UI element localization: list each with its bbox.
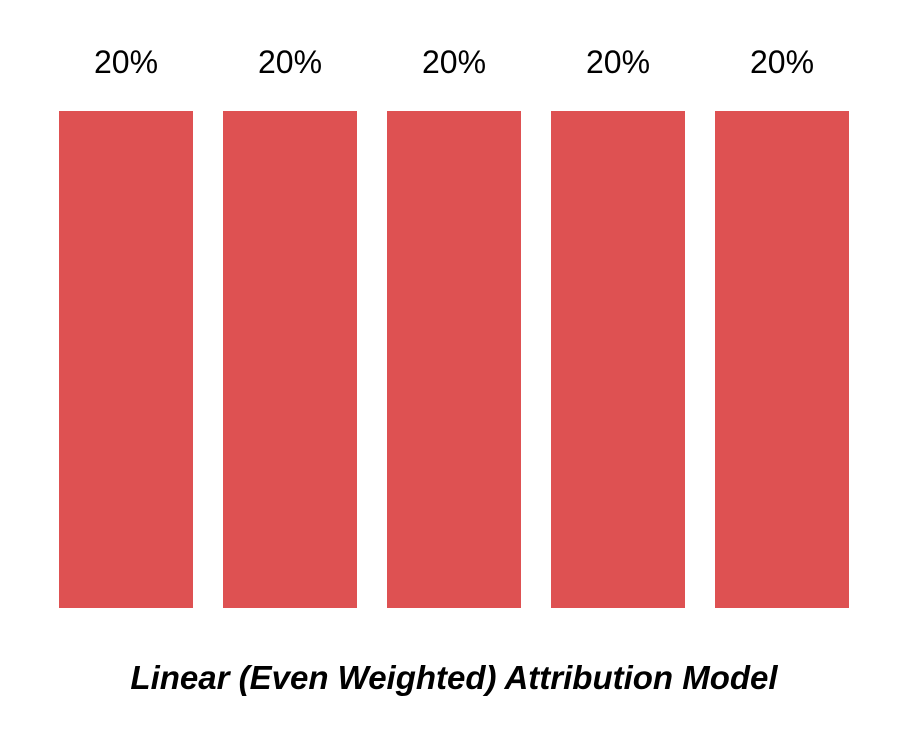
bar-value-label: 20% xyxy=(257,44,323,80)
bar-column: 20% xyxy=(387,44,521,608)
bar xyxy=(223,111,357,608)
bar-value-label: 20% xyxy=(93,44,159,80)
chart-title: Linear (Even Weighted) Attribution Model xyxy=(130,659,778,696)
bar xyxy=(387,111,521,608)
bar-column: 20% xyxy=(59,44,193,608)
bars-row: 20% 20% 20% 20% 20% xyxy=(59,44,849,608)
bar-value-label: 20% xyxy=(749,44,815,80)
bar-column: 20% xyxy=(223,44,357,608)
bar-value-label: 20% xyxy=(585,44,651,80)
bar-column: 20% xyxy=(551,44,685,608)
bar-value-label: 20% xyxy=(421,44,487,80)
bar xyxy=(59,111,193,608)
bar xyxy=(715,111,849,608)
bar-column: 20% xyxy=(715,44,849,608)
bar xyxy=(551,111,685,608)
